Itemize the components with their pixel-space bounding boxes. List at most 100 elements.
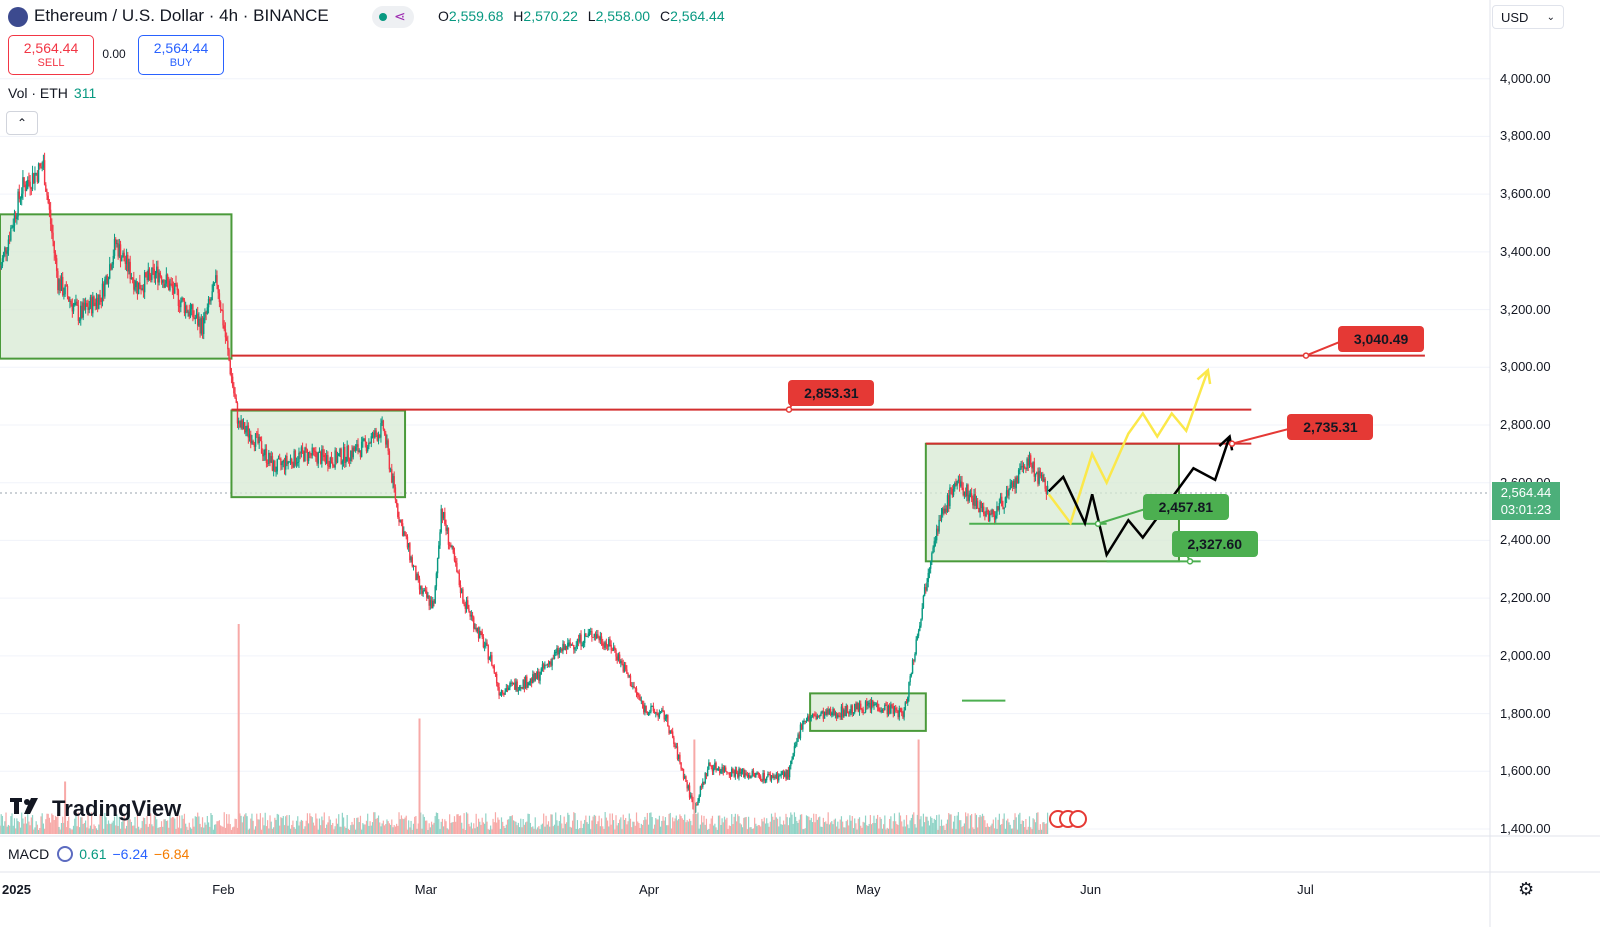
candle-body bbox=[772, 775, 774, 778]
volume-bar bbox=[901, 821, 903, 834]
volume-bar bbox=[160, 821, 163, 834]
callout-label[interactable]: 2,327.60 bbox=[1171, 531, 1258, 558]
volume-bar bbox=[271, 828, 274, 834]
callout-label[interactable]: 2,735.31 bbox=[1287, 413, 1374, 440]
candle-body bbox=[469, 611, 471, 617]
symbol-title[interactable]: Ethereum / U.S. Dollar · 4h · BINANCE bbox=[34, 6, 329, 25]
callout-label[interactable]: 3,040.49 bbox=[1338, 325, 1425, 352]
sell-button[interactable]: 2,564.44 SELL bbox=[8, 35, 94, 75]
volume-bar bbox=[903, 819, 905, 834]
candle-body bbox=[494, 672, 497, 674]
volume-bar bbox=[321, 816, 323, 834]
candle-body bbox=[961, 481, 963, 488]
candle-body bbox=[492, 665, 494, 667]
candle-body bbox=[1034, 473, 1037, 477]
candle-body bbox=[465, 600, 468, 609]
candle-body bbox=[245, 431, 247, 433]
volume-bar bbox=[973, 829, 975, 834]
candle-body bbox=[218, 293, 221, 303]
volume-bar bbox=[646, 812, 648, 834]
volume-bar bbox=[832, 824, 834, 834]
volume-bar bbox=[913, 812, 915, 834]
tradingview-logo[interactable]: TradingView bbox=[10, 796, 181, 822]
volume-bar bbox=[921, 826, 923, 834]
volume-bar bbox=[632, 821, 634, 834]
volume-legend[interactable]: Vol · ETH 311 bbox=[8, 85, 96, 101]
volume-bar bbox=[978, 817, 980, 834]
volume-bar bbox=[821, 826, 823, 834]
volume-bar bbox=[688, 818, 691, 834]
candle-body bbox=[318, 451, 321, 453]
x-tick-label: Mar bbox=[414, 882, 438, 897]
candle-body bbox=[364, 438, 366, 443]
candle-body bbox=[207, 299, 210, 308]
candle-body bbox=[395, 499, 398, 504]
volume-bar bbox=[760, 826, 762, 834]
candle-body bbox=[758, 774, 761, 777]
volume-bar bbox=[956, 815, 958, 834]
volume-bar bbox=[482, 822, 485, 834]
candle-body bbox=[439, 532, 441, 546]
candle-body bbox=[1014, 480, 1016, 489]
volume-bar bbox=[1038, 829, 1040, 834]
market-status-pill[interactable]: ⋖ bbox=[372, 6, 414, 28]
collapse-legend-button[interactable]: ⌃ bbox=[6, 111, 38, 135]
gear-icon[interactable]: ⚙ bbox=[1518, 879, 1535, 899]
volume-bar bbox=[951, 828, 953, 834]
volume-bar bbox=[281, 818, 283, 834]
volume-bar bbox=[498, 819, 500, 834]
candle-body bbox=[189, 309, 192, 317]
callout-label[interactable]: 2,853.31 bbox=[788, 379, 875, 406]
callout-label[interactable]: 2,457.81 bbox=[1142, 493, 1229, 520]
volume-bar bbox=[780, 824, 782, 834]
candle-body bbox=[294, 450, 297, 465]
volume-bar bbox=[732, 824, 734, 834]
volume-bar bbox=[198, 816, 200, 834]
candle-body bbox=[133, 279, 135, 290]
volume-bar bbox=[867, 826, 869, 834]
volume-legend-title: Vol · ETH bbox=[8, 85, 68, 101]
candle-body bbox=[485, 642, 487, 646]
volume-bar bbox=[526, 821, 528, 834]
buy-button[interactable]: 2,564.44 BUY bbox=[138, 35, 224, 75]
volume-bar bbox=[702, 822, 704, 834]
volume-bar bbox=[147, 826, 149, 834]
volume-bar bbox=[22, 818, 24, 834]
candle-body bbox=[68, 296, 70, 302]
candle-body bbox=[59, 279, 61, 291]
current-price: 2,564.44 bbox=[1500, 485, 1552, 500]
candle-body bbox=[797, 734, 799, 742]
volume-bar bbox=[820, 826, 822, 834]
candle-body bbox=[738, 768, 740, 778]
volume-bar bbox=[623, 819, 626, 834]
ohlc-close-key: C bbox=[659, 8, 671, 24]
candle-body bbox=[401, 523, 404, 536]
candle-body bbox=[541, 664, 544, 669]
macd-legend[interactable]: MACD 0.61 −6.24 −6.84 bbox=[8, 846, 189, 862]
candle-body bbox=[14, 212, 17, 220]
volume-bar bbox=[47, 813, 49, 834]
volume-bar bbox=[239, 813, 241, 834]
candle-body bbox=[793, 746, 796, 754]
volume-bar bbox=[961, 826, 963, 834]
candle-body bbox=[639, 696, 641, 701]
candle-body bbox=[587, 633, 589, 637]
volume-bar bbox=[265, 826, 268, 834]
candle-body bbox=[288, 461, 291, 463]
candle-body bbox=[89, 297, 92, 308]
volume-bar bbox=[523, 824, 525, 834]
volume-bar bbox=[752, 828, 755, 834]
currency-select[interactable]: USD ⌄ bbox=[1492, 5, 1564, 29]
volume-bar bbox=[527, 813, 529, 834]
volume-bar bbox=[745, 816, 747, 834]
candle-body bbox=[574, 647, 576, 650]
candle-body bbox=[1031, 464, 1033, 469]
candle-body bbox=[53, 241, 55, 254]
volume-bar bbox=[446, 828, 448, 834]
volume-bar bbox=[766, 818, 768, 834]
candle-body bbox=[303, 451, 305, 462]
candle-body bbox=[80, 305, 82, 320]
volume-bar bbox=[258, 819, 260, 834]
candle-body bbox=[747, 775, 750, 777]
